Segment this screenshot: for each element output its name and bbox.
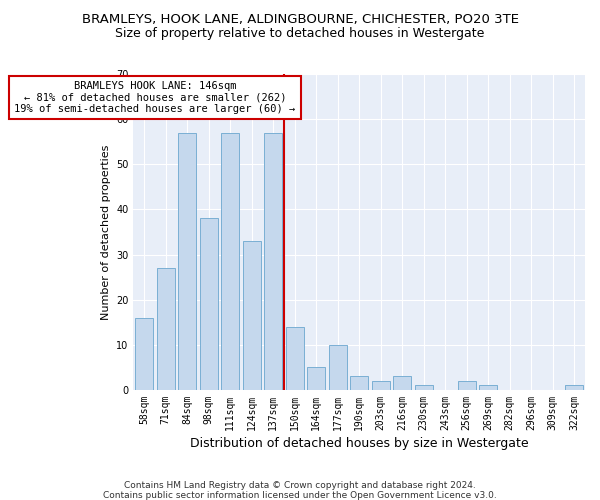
Bar [135, 318, 154, 390]
Y-axis label: Number of detached properties: Number of detached properties [101, 144, 110, 320]
Bar [350, 376, 368, 390]
Bar [242, 241, 261, 390]
Bar [200, 218, 218, 390]
Text: Size of property relative to detached houses in Westergate: Size of property relative to detached ho… [115, 28, 485, 40]
Bar [264, 132, 283, 390]
Bar [178, 132, 196, 390]
Bar [479, 386, 497, 390]
Bar [307, 368, 325, 390]
Bar [415, 386, 433, 390]
Bar [393, 376, 412, 390]
Bar [221, 132, 239, 390]
Bar [565, 386, 583, 390]
Bar [329, 345, 347, 390]
Text: Contains public sector information licensed under the Open Government Licence v3: Contains public sector information licen… [103, 491, 497, 500]
Bar [458, 381, 476, 390]
Bar [286, 327, 304, 390]
Bar [157, 268, 175, 390]
Text: Contains HM Land Registry data © Crown copyright and database right 2024.: Contains HM Land Registry data © Crown c… [124, 481, 476, 490]
Text: BRAMLEYS, HOOK LANE, ALDINGBOURNE, CHICHESTER, PO20 3TE: BRAMLEYS, HOOK LANE, ALDINGBOURNE, CHICH… [82, 12, 518, 26]
Text: BRAMLEYS HOOK LANE: 146sqm
← 81% of detached houses are smaller (262)
19% of sem: BRAMLEYS HOOK LANE: 146sqm ← 81% of deta… [14, 81, 296, 114]
Bar [371, 381, 390, 390]
X-axis label: Distribution of detached houses by size in Westergate: Distribution of detached houses by size … [190, 437, 529, 450]
